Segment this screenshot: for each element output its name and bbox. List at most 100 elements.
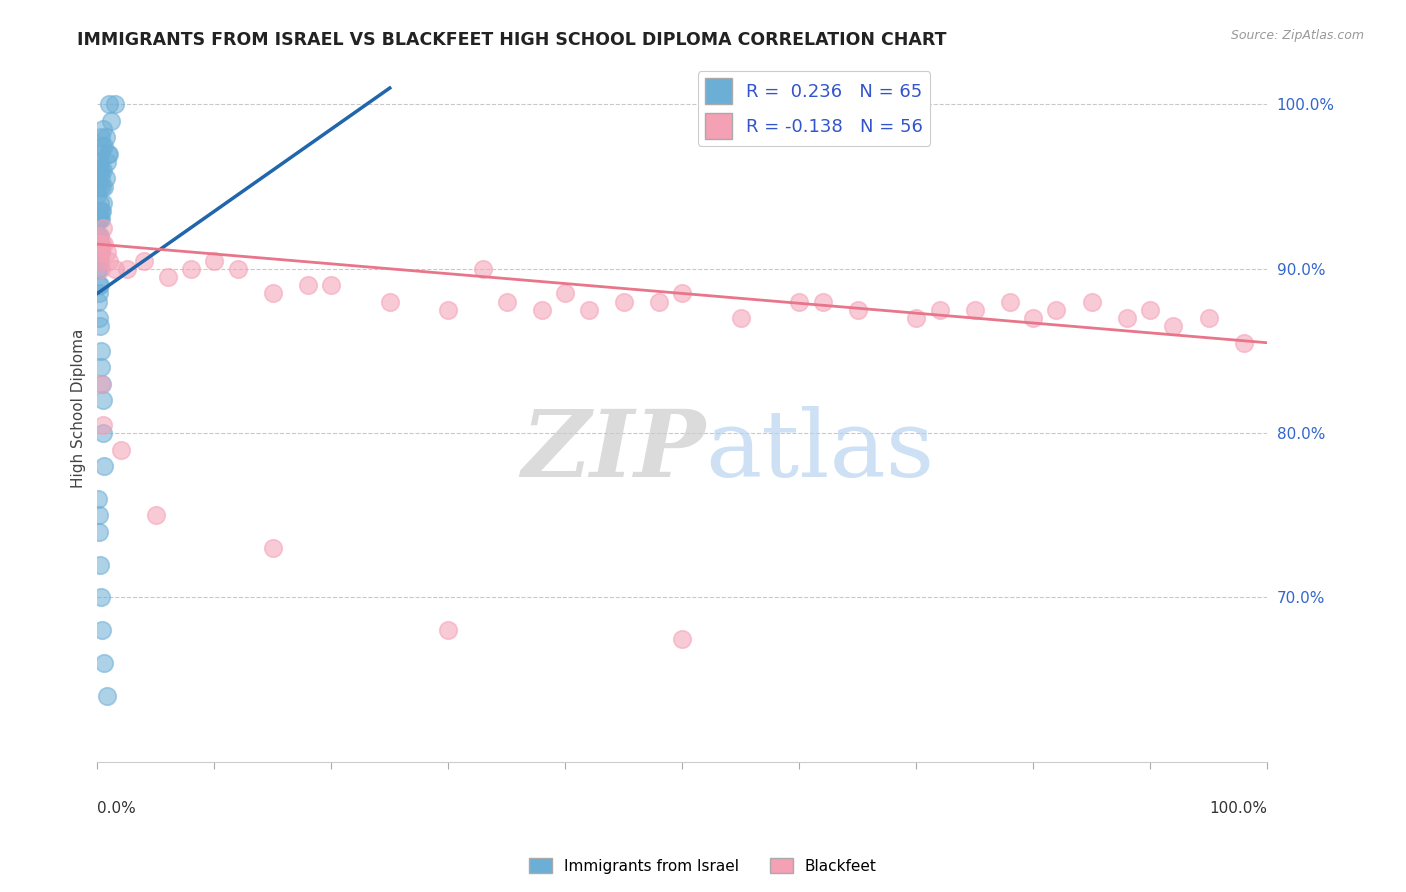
Point <box>89 155 111 169</box>
Y-axis label: High School Diploma: High School Diploma <box>72 329 86 488</box>
Legend: R =  0.236   N = 65, R = -0.138   N = 56: R = 0.236 N = 65, R = -0.138 N = 56 <box>697 71 931 145</box>
Point <box>530 302 553 317</box>
Point <box>87 261 110 276</box>
Point <box>1233 335 1256 350</box>
Point <box>1045 302 1067 317</box>
Point <box>495 294 517 309</box>
Point <box>93 656 115 670</box>
Point <box>613 294 636 309</box>
Text: IMMIGRANTS FROM ISRAEL VS BLACKFEET HIGH SCHOOL DIPLOMA CORRELATION CHART: IMMIGRANTS FROM ISRAEL VS BLACKFEET HIGH… <box>77 31 946 49</box>
Point <box>87 171 110 186</box>
Point <box>86 163 108 178</box>
Point <box>87 286 110 301</box>
Point <box>87 228 110 243</box>
Point <box>91 393 114 408</box>
Point <box>89 319 111 334</box>
Point <box>846 302 869 317</box>
Point <box>93 458 115 473</box>
Point <box>90 245 112 260</box>
Point <box>93 179 115 194</box>
Point <box>100 114 122 128</box>
Point <box>90 212 112 227</box>
Point <box>89 237 111 252</box>
Point <box>89 237 111 252</box>
Point <box>90 130 112 145</box>
Point <box>145 508 167 523</box>
Point <box>730 311 752 326</box>
Point <box>98 253 121 268</box>
Point <box>811 294 834 309</box>
Point <box>87 204 110 219</box>
Point <box>671 632 693 646</box>
Point <box>87 155 110 169</box>
Point <box>90 261 112 276</box>
Point <box>90 591 112 605</box>
Point <box>87 228 110 243</box>
Point <box>97 146 120 161</box>
Point <box>297 278 319 293</box>
Point <box>87 228 110 243</box>
Point <box>1022 311 1045 326</box>
Text: Source: ZipAtlas.com: Source: ZipAtlas.com <box>1230 29 1364 42</box>
Point <box>87 245 110 260</box>
Point <box>928 302 950 317</box>
Point <box>91 196 114 211</box>
Text: 0.0%: 0.0% <box>97 801 136 815</box>
Point <box>87 212 110 227</box>
Point <box>110 442 132 457</box>
Point <box>91 138 114 153</box>
Point <box>91 417 114 432</box>
Point <box>94 171 117 186</box>
Point <box>91 122 114 136</box>
Point <box>89 237 111 252</box>
Point <box>89 253 111 268</box>
Point <box>648 294 671 309</box>
Point <box>1080 294 1102 309</box>
Point <box>89 558 111 572</box>
Point <box>90 245 112 260</box>
Point <box>115 261 138 276</box>
Point <box>90 163 112 178</box>
Point <box>87 278 110 293</box>
Text: 100.0%: 100.0% <box>1209 801 1267 815</box>
Point <box>262 541 284 556</box>
Point <box>96 245 118 260</box>
Point <box>89 179 111 194</box>
Point <box>91 624 114 638</box>
Point <box>226 261 249 276</box>
Point <box>91 179 114 194</box>
Point <box>905 311 928 326</box>
Point <box>1115 311 1137 326</box>
Point <box>104 261 127 276</box>
Point <box>472 261 495 276</box>
Text: ZIP: ZIP <box>522 406 706 496</box>
Point <box>86 212 108 227</box>
Point <box>87 491 110 506</box>
Point <box>90 204 112 219</box>
Point <box>321 278 343 293</box>
Point <box>262 286 284 301</box>
Point <box>91 426 114 441</box>
Point <box>87 508 110 523</box>
Point <box>90 376 112 391</box>
Point <box>86 187 108 202</box>
Point <box>96 155 118 169</box>
Point <box>437 302 460 317</box>
Point <box>87 245 110 260</box>
Point <box>202 253 225 268</box>
Point <box>91 204 114 219</box>
Point <box>671 286 693 301</box>
Legend: Immigrants from Israel, Blackfeet: Immigrants from Israel, Blackfeet <box>523 852 883 880</box>
Point <box>104 97 127 112</box>
Point <box>180 261 202 276</box>
Point <box>998 294 1021 309</box>
Point <box>378 294 401 309</box>
Point <box>91 237 114 252</box>
Point <box>787 294 810 309</box>
Point <box>87 524 110 539</box>
Point <box>91 163 114 178</box>
Point <box>90 360 112 375</box>
Point <box>91 376 114 391</box>
Point <box>554 286 576 301</box>
Point <box>963 302 986 317</box>
